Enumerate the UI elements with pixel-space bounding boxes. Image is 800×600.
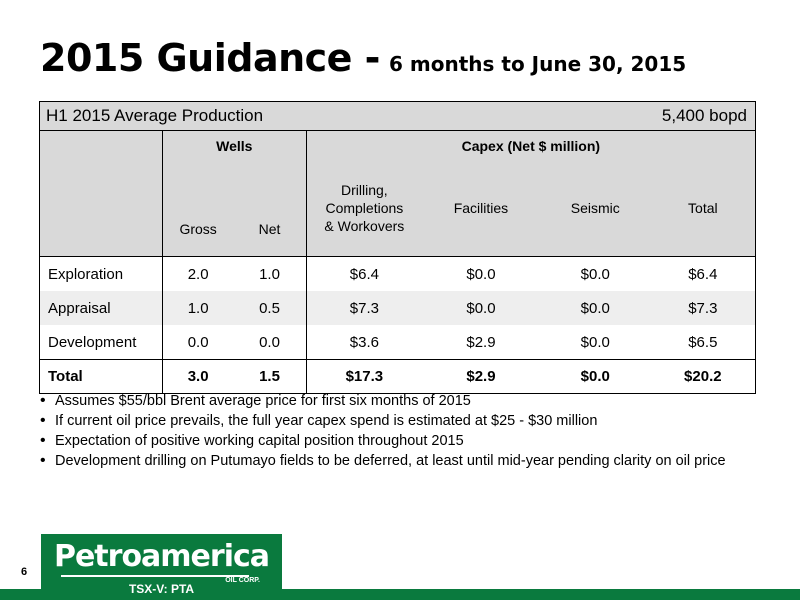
cell-facilities: $2.9 bbox=[466, 333, 496, 351]
cell-gross: 3.0 bbox=[161, 359, 234, 394]
cell-facilities: $0.0 bbox=[422, 291, 540, 325]
column-header-row: Gross Net Drilling, Completions & Workov… bbox=[39, 160, 756, 257]
cell-drilling: $6.4 bbox=[305, 256, 423, 291]
company-logo: Petroamerica OIL CORP. TSX-V: PTA bbox=[41, 534, 282, 600]
table-row: Exploration 2.0 1.0 $6.4 $0.0 $0.0 $6.4 bbox=[40, 256, 756, 291]
cell-gross: 0.0 bbox=[161, 325, 234, 360]
list-item: If current oil price prevails, the full … bbox=[40, 411, 726, 431]
table-row: Development 0.0 0.0 $3.6 $2.9 $0.0 $6.5 bbox=[40, 325, 756, 360]
cell-total: $6.4 bbox=[688, 265, 718, 283]
row-label: Appraisal bbox=[39, 291, 163, 325]
col-drilling-header: Drilling, Completions & Workovers bbox=[305, 160, 423, 257]
col-facilities-header: Facilities bbox=[422, 160, 540, 257]
page-number: 6 bbox=[21, 566, 28, 578]
total-row: Total 3.0 1.5 $17.3 $2.9 $0.0 $20.2 bbox=[39, 359, 756, 394]
title-main: 2015 Guidance - bbox=[40, 36, 380, 80]
cell-net: 0.5 bbox=[233, 291, 307, 325]
row-label: Development bbox=[48, 333, 137, 351]
cell-total: $20.2 bbox=[650, 359, 756, 394]
col-net-header: Net bbox=[233, 160, 307, 257]
guidance-table: H1 2015 Average Production 5,400 bopd We… bbox=[39, 101, 756, 394]
col-drilling-line-3: & Workovers bbox=[324, 218, 405, 234]
production-label: H1 2015 Average Production bbox=[39, 101, 423, 131]
cell-net: 1.0 bbox=[259, 265, 280, 283]
cell-net: 0.0 bbox=[259, 333, 280, 351]
production-row: H1 2015 Average Production 5,400 bopd bbox=[39, 101, 756, 131]
title-subtitle: 6 months to June 30, 2015 bbox=[389, 52, 687, 76]
cell-seismic: $0.0 bbox=[539, 291, 651, 325]
cell-facilities: $0.0 bbox=[466, 265, 496, 283]
cell-net: 1.5 bbox=[233, 359, 307, 394]
empty-subheader-cell bbox=[39, 160, 163, 257]
col-gross-header: Gross bbox=[161, 160, 234, 257]
cell-gross: 2.0 bbox=[161, 256, 234, 291]
col-total-header: Total bbox=[650, 160, 756, 257]
cell-gross: 1.0 bbox=[161, 291, 234, 325]
table-row: Appraisal 1.0 0.5 $7.3 $0.0 $0.0 $7.3 bbox=[39, 291, 756, 325]
cell-drilling: $7.3 bbox=[305, 291, 423, 325]
cell-total: $7.3 bbox=[650, 291, 756, 325]
cell-seismic: $0.0 bbox=[539, 359, 651, 394]
footer-bar bbox=[0, 589, 800, 600]
cell-drilling: $17.3 bbox=[305, 359, 423, 394]
row-label: Exploration bbox=[48, 265, 124, 283]
empty-header-cell bbox=[39, 130, 163, 160]
ticker-symbol: TSX-V: PTA bbox=[128, 582, 195, 596]
list-item: Expectation of positive working capital … bbox=[40, 431, 726, 451]
slide-title: 2015 Guidance - 6 months to June 30, 201… bbox=[40, 36, 686, 80]
row-label: Total bbox=[39, 359, 163, 394]
production-value: 5,400 bopd bbox=[422, 101, 756, 131]
wells-group-header: Wells bbox=[161, 130, 307, 160]
capex-group-header: Capex (Net $ million) bbox=[305, 130, 756, 160]
list-item: Development drilling on Putumayo fields … bbox=[40, 451, 726, 471]
group-header-row: Wells Capex (Net $ million) bbox=[39, 130, 756, 160]
list-item: Assumes $55/bbl Brent average price for … bbox=[40, 391, 726, 411]
cell-seismic: $0.0 bbox=[580, 265, 610, 283]
cell-seismic: $0.0 bbox=[580, 333, 610, 351]
cell-drilling: $3.6 bbox=[305, 325, 423, 360]
col-drilling-line-2: Completions bbox=[325, 200, 404, 216]
logo-wordmark: Petroamerica bbox=[53, 539, 270, 574]
col-seismic-header: Seismic bbox=[539, 160, 651, 257]
cell-facilities: $2.9 bbox=[422, 359, 540, 394]
col-drilling-line-1: Drilling, bbox=[341, 182, 388, 198]
logo-rule bbox=[61, 575, 249, 577]
logo-corp-text: OIL CORP. bbox=[225, 577, 260, 584]
cell-total: $6.5 bbox=[688, 333, 718, 351]
assumptions-list: Assumes $55/bbl Brent average price for … bbox=[40, 391, 726, 471]
